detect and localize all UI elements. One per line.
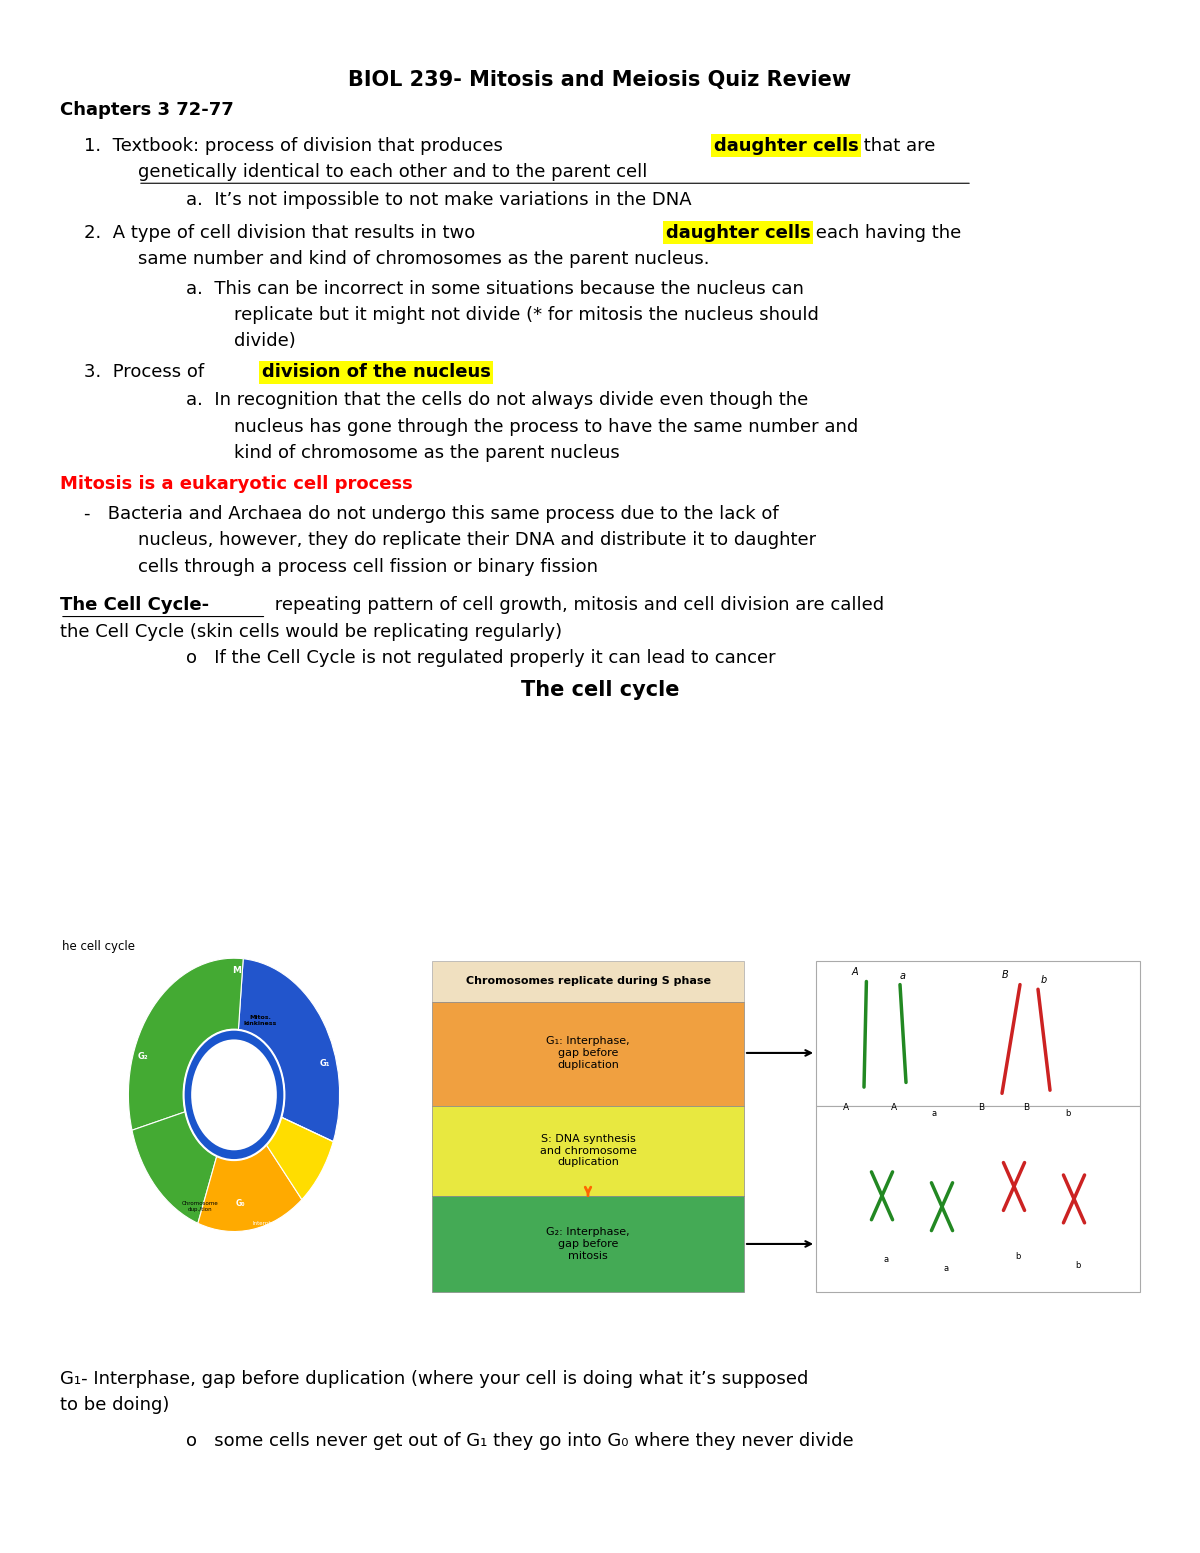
FancyBboxPatch shape xyxy=(432,1196,744,1292)
Circle shape xyxy=(184,1030,284,1160)
Text: division of the nucleus: division of the nucleus xyxy=(262,363,491,382)
FancyBboxPatch shape xyxy=(432,1106,744,1196)
Text: B: B xyxy=(978,1103,985,1112)
Text: replicate but it might not divide (* for mitosis the nucleus should: replicate but it might not divide (* for… xyxy=(234,306,818,325)
Text: a.  This can be incorrect in some situations because the nucleus can: a. This can be incorrect in some situati… xyxy=(186,280,804,298)
Text: he cell cycle: he cell cycle xyxy=(62,940,136,952)
Text: kind of chromosome as the parent nucleus: kind of chromosome as the parent nucleus xyxy=(234,444,619,463)
Text: same number and kind of chromosomes as the parent nucleus.: same number and kind of chromosomes as t… xyxy=(138,250,709,269)
Text: a: a xyxy=(943,1264,948,1273)
Text: o   some cells never get out of G₁ they go into G₀ where they never divide: o some cells never get out of G₁ they go… xyxy=(186,1432,853,1451)
Text: a: a xyxy=(883,1255,888,1264)
Text: S: DNA synthesis
and chromosome
duplication: S: DNA synthesis and chromosome duplicat… xyxy=(540,1134,636,1168)
Text: a: a xyxy=(931,1109,936,1118)
Text: o   If the Cell Cycle is not regulated properly it can lead to cancer: o If the Cell Cycle is not regulated pro… xyxy=(186,649,775,668)
Text: -   Bacteria and Archaea do not undergo this same process due to the lack of: - Bacteria and Archaea do not undergo th… xyxy=(84,505,779,523)
Text: cells through a process cell fission or binary fission: cells through a process cell fission or … xyxy=(138,558,598,576)
Text: daughter cells: daughter cells xyxy=(714,137,859,155)
Wedge shape xyxy=(281,1117,334,1141)
Text: 3.  Process of: 3. Process of xyxy=(84,363,210,382)
Text: The Cell Cycle-: The Cell Cycle- xyxy=(60,596,209,615)
Text: Mitosis is a eukaryotic cell process: Mitosis is a eukaryotic cell process xyxy=(60,475,413,494)
Text: a: a xyxy=(900,972,906,981)
Text: b: b xyxy=(1075,1261,1080,1270)
Text: b: b xyxy=(1040,975,1048,985)
Text: b: b xyxy=(1066,1109,1070,1118)
Text: that are: that are xyxy=(858,137,935,155)
FancyBboxPatch shape xyxy=(816,1106,1140,1292)
Text: BIOL 239- Mitosis and Meiosis Quiz Review: BIOL 239- Mitosis and Meiosis Quiz Revie… xyxy=(348,70,852,90)
FancyBboxPatch shape xyxy=(432,961,744,1002)
Text: daughter cells: daughter cells xyxy=(666,224,811,242)
Text: b: b xyxy=(1015,1252,1020,1261)
Wedge shape xyxy=(132,1112,217,1224)
Text: to be doing): to be doing) xyxy=(60,1396,169,1415)
FancyBboxPatch shape xyxy=(432,1002,744,1106)
Text: nucleus, however, they do replicate their DNA and distribute it to daughter: nucleus, however, they do replicate thei… xyxy=(138,531,816,550)
Text: The cell cycle: The cell cycle xyxy=(521,680,679,700)
Text: each having the: each having the xyxy=(810,224,961,242)
Wedge shape xyxy=(198,1145,302,1232)
Text: G₁: Interphase,
gap before
duplication: G₁: Interphase, gap before duplication xyxy=(546,1036,630,1070)
Text: 2.  A type of cell division that results in two: 2. A type of cell division that results … xyxy=(84,224,481,242)
Text: the Cell Cycle (skin cells would be replicating regularly): the Cell Cycle (skin cells would be repl… xyxy=(60,623,562,641)
Text: A: A xyxy=(851,968,858,977)
Text: Interphase: Interphase xyxy=(253,1221,282,1227)
Text: B: B xyxy=(1002,971,1009,980)
Text: a.  It’s not impossible to not make variations in the DNA: a. It’s not impossible to not make varia… xyxy=(186,191,691,210)
Text: 1.  Textbook: process of division that produces: 1. Textbook: process of division that pr… xyxy=(84,137,509,155)
Wedge shape xyxy=(128,958,244,1131)
Text: nucleus has gone through the process to have the same number and: nucleus has gone through the process to … xyxy=(234,418,858,436)
FancyBboxPatch shape xyxy=(816,961,1140,1106)
Text: M: M xyxy=(232,966,241,975)
Circle shape xyxy=(191,1039,277,1151)
Text: B: B xyxy=(1022,1103,1030,1112)
Text: G₂: Interphase,
gap before
mitosis: G₂: Interphase, gap before mitosis xyxy=(546,1227,630,1261)
Text: Chapters 3 72-77: Chapters 3 72-77 xyxy=(60,101,234,120)
Text: Chromosome
dup./tion: Chromosome dup./tion xyxy=(182,1202,218,1211)
Text: G₁- Interphase, gap before duplication (where your cell is doing what it’s suppo: G₁- Interphase, gap before duplication (… xyxy=(60,1370,809,1388)
Text: G₁: G₁ xyxy=(320,1059,330,1068)
Wedge shape xyxy=(266,1117,334,1199)
Text: G₀: G₀ xyxy=(235,1199,245,1208)
Text: repeating pattern of cell growth, mitosis and cell division are called: repeating pattern of cell growth, mitosi… xyxy=(269,596,884,615)
Text: a.  In recognition that the cells do not always divide even though the: a. In recognition that the cells do not … xyxy=(186,391,809,410)
Text: G₂: G₂ xyxy=(138,1051,148,1061)
Text: divide): divide) xyxy=(234,332,295,351)
Text: Mitos.
kinkiness: Mitos. kinkiness xyxy=(244,1016,277,1025)
Text: A: A xyxy=(890,1103,898,1112)
Text: genetically identical to each other and to the parent cell: genetically identical to each other and … xyxy=(138,163,647,182)
Text: Chromosomes replicate during S phase: Chromosomes replicate during S phase xyxy=(466,977,710,986)
Wedge shape xyxy=(239,958,340,1141)
Text: A: A xyxy=(842,1103,850,1112)
